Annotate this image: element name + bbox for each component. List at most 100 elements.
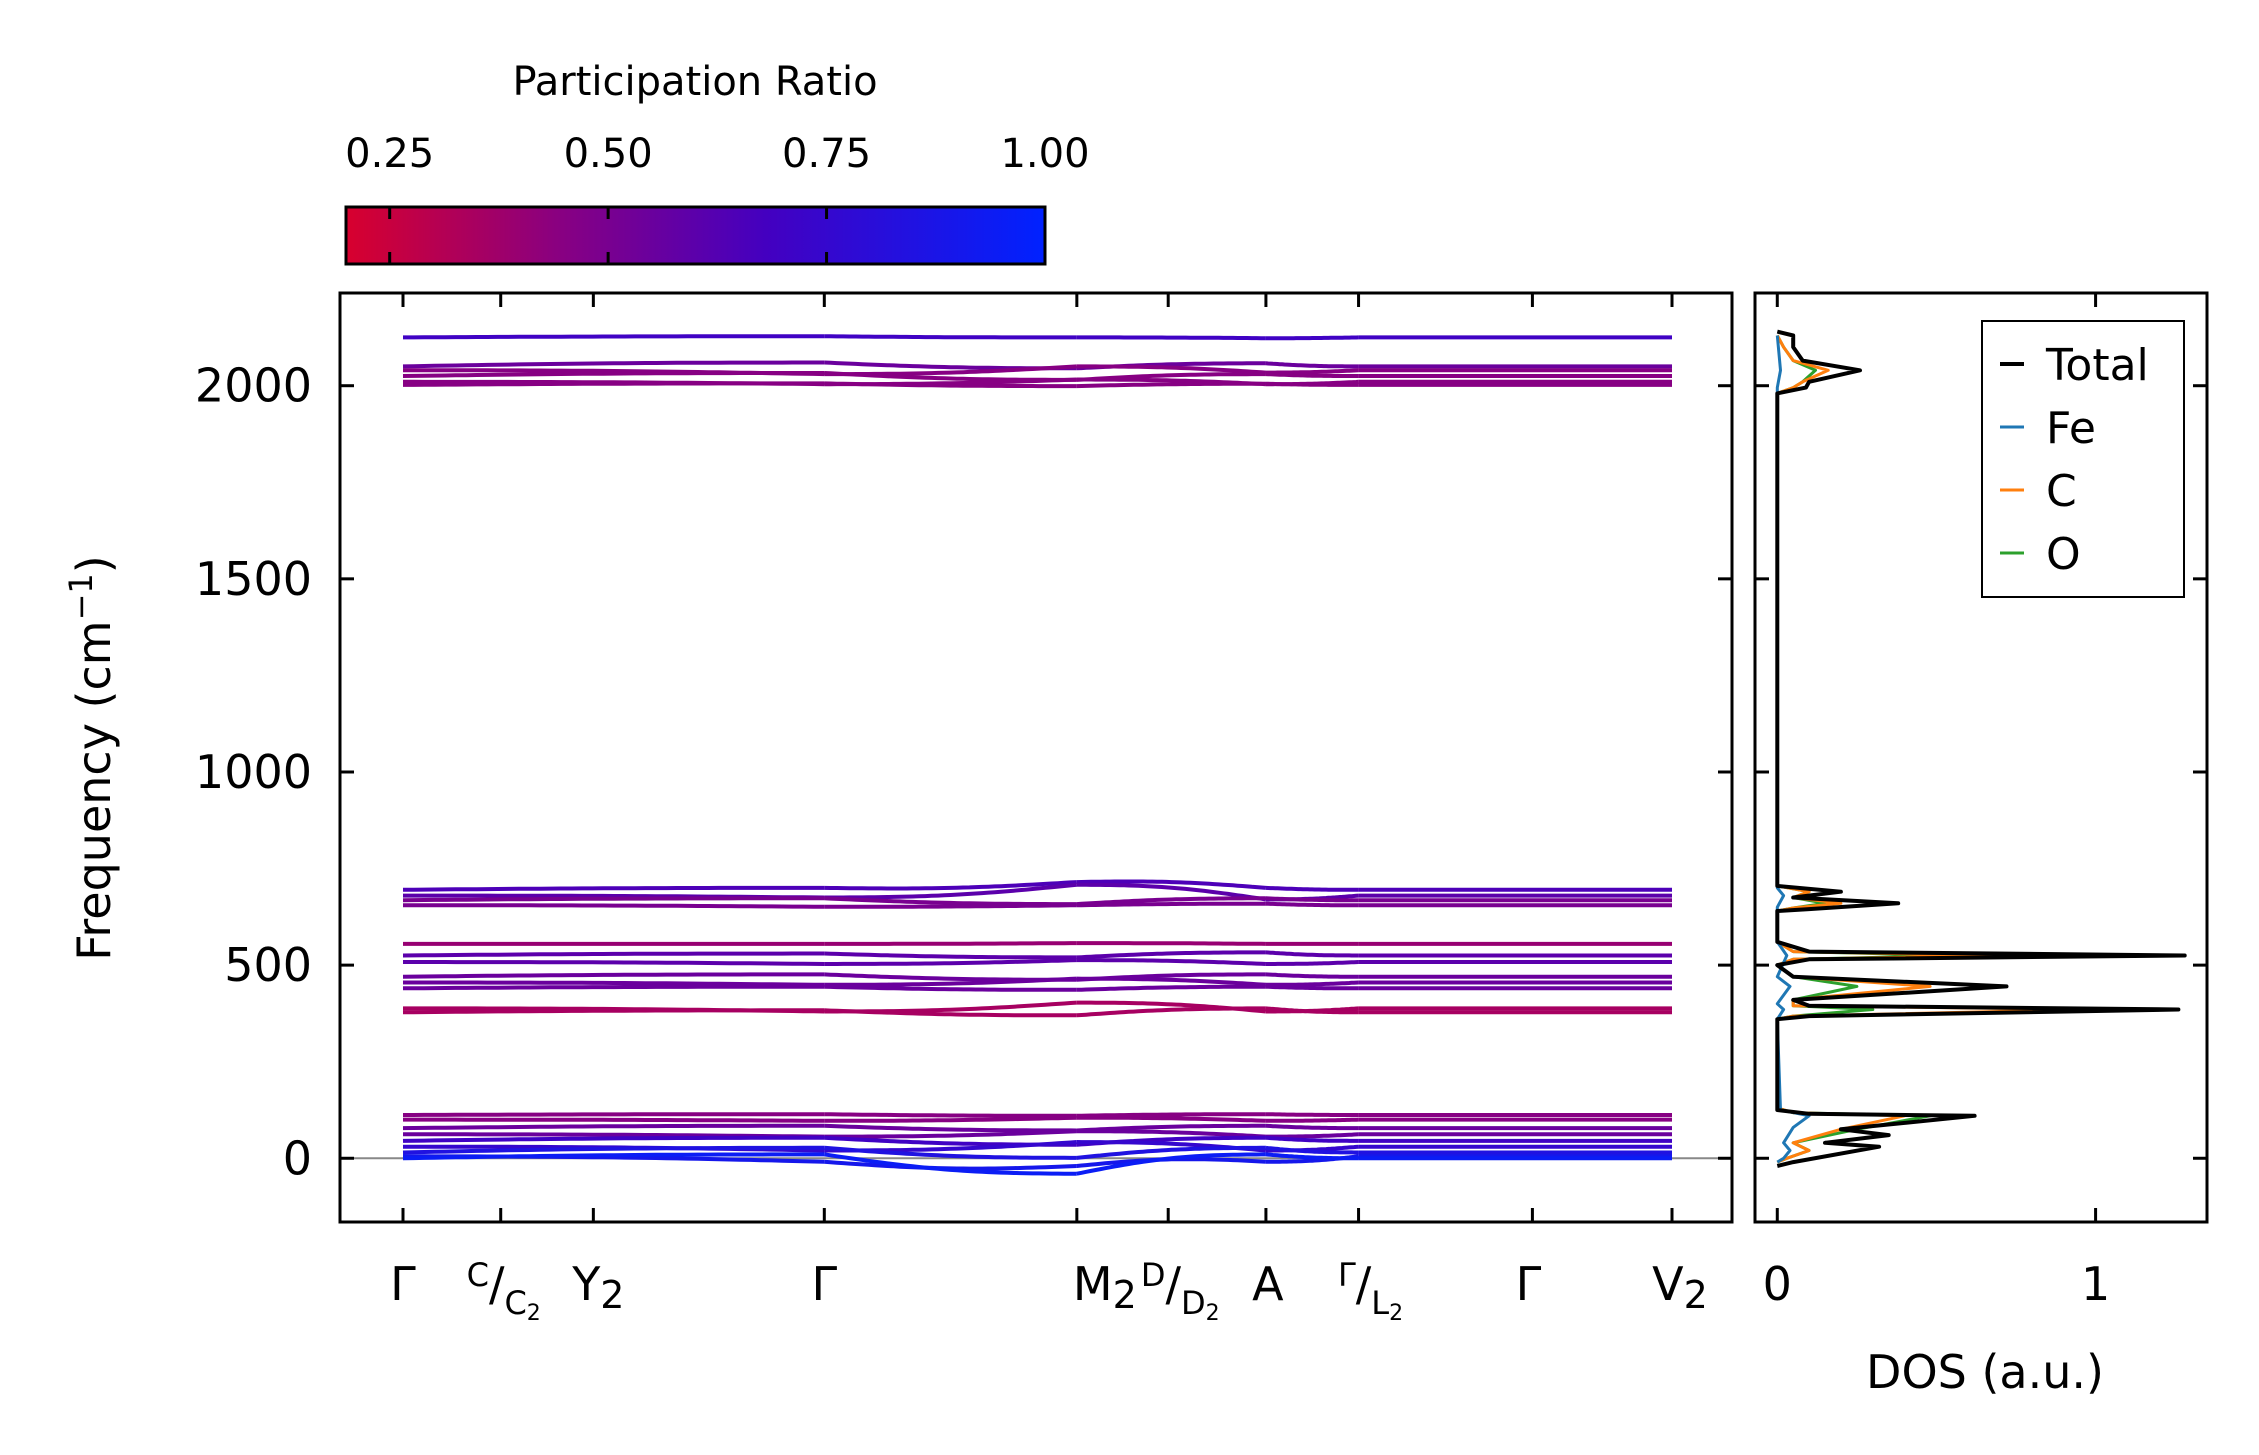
phonon-band xyxy=(402,885,825,892)
legend-label: O xyxy=(2046,529,2081,580)
phonon-band xyxy=(1265,896,1359,903)
phonon-band xyxy=(402,896,825,903)
colorbar-label: Participation Ratio xyxy=(512,59,877,105)
legend-label: C xyxy=(2046,466,2077,517)
dos-line-total xyxy=(1775,329,2187,1168)
phonon-band xyxy=(1076,1115,1266,1123)
q-point-label: Γ xyxy=(811,1257,837,1311)
y-axis-label-sup: −1 xyxy=(62,573,100,620)
colorbar-tick-label: 0.50 xyxy=(564,131,653,177)
q-label-main: Γ xyxy=(390,1257,416,1311)
dos-x-tick-label: 1 xyxy=(2081,1257,2110,1311)
phonon-band xyxy=(1265,950,1359,958)
phonon-band xyxy=(824,903,1077,909)
phonon-band xyxy=(824,958,1077,966)
q-label-main: M xyxy=(1073,1257,1113,1311)
phonon-band xyxy=(824,880,1077,891)
legend-box xyxy=(1981,320,2185,598)
band-plot-frame xyxy=(338,291,1734,1224)
phonon-band xyxy=(824,1123,1077,1133)
phonon-band xyxy=(1076,879,1267,890)
phonon-band xyxy=(1265,368,1359,375)
q-label-sub-sub: 2 xyxy=(527,1301,541,1326)
phonon-band xyxy=(1076,1129,1266,1139)
q-label-sup: Γ xyxy=(1338,1256,1356,1294)
q-label-slash: / xyxy=(1165,1257,1181,1311)
phonon-band xyxy=(1265,972,1359,979)
phonon-band xyxy=(1265,984,1359,991)
phonon-band xyxy=(402,951,825,958)
phonon-band xyxy=(403,334,825,340)
dos-panel: 0 1 DOS (a.u.) Total Fe CO xyxy=(1753,291,2209,1399)
phonon-band xyxy=(1076,335,1266,341)
phonon-band xyxy=(403,1117,825,1123)
q-label-sub-main: D xyxy=(1181,1284,1206,1322)
q-point-label: Γ xyxy=(390,1257,416,1311)
phonon-band xyxy=(402,1008,825,1015)
phonon-band xyxy=(1265,372,1359,378)
phonon-band xyxy=(403,960,825,966)
dos-x-tick-label: 0 xyxy=(1763,1257,1792,1311)
q-label-sup: D xyxy=(1141,1256,1166,1294)
phonon-band xyxy=(1076,1112,1266,1118)
q-point-label: Γ/L2 xyxy=(1338,1256,1403,1326)
q-label-main: Y xyxy=(571,1257,601,1311)
phonon-band xyxy=(1076,950,1266,960)
phonon-band xyxy=(402,984,825,991)
phonon-band xyxy=(1265,1145,1359,1155)
phonon-band xyxy=(824,1129,1077,1139)
phonon-band xyxy=(403,980,825,987)
q-label-main: A xyxy=(1252,1257,1284,1311)
y-axis-label: Frequency (cm−1) xyxy=(62,555,121,960)
phonon-band xyxy=(402,371,825,378)
q-label-main: V xyxy=(1652,1257,1684,1311)
colorbar-tick-label: 1.00 xyxy=(1000,131,1089,177)
q-label-sub-main: C xyxy=(504,1284,526,1322)
phonon-band xyxy=(1265,1152,1359,1161)
q-point-label: V2 xyxy=(1652,1257,1708,1317)
phonon-band xyxy=(824,882,1077,900)
phonon-band xyxy=(402,1135,825,1143)
phonon-band xyxy=(1265,1135,1359,1143)
legend-label: Total xyxy=(2045,340,2149,391)
q-label-main: Γ xyxy=(811,1257,837,1311)
phonon-band xyxy=(402,1123,825,1131)
legend-label: Fe xyxy=(2046,403,2096,454)
colorbar-tick-label: 0.25 xyxy=(345,131,434,177)
dos-plot-frame xyxy=(1753,291,2209,1224)
phonon-band xyxy=(1076,941,1266,946)
phonon-band xyxy=(1265,361,1359,369)
phonon-band xyxy=(1076,901,1266,908)
phonon-band xyxy=(1076,1145,1266,1160)
q-label-sub-sub: 2 xyxy=(1389,1301,1403,1326)
q-label-slash: / xyxy=(1356,1257,1372,1311)
phonon-band xyxy=(824,951,1077,960)
y-tick-label: 1000 xyxy=(195,745,312,799)
phonon-band xyxy=(824,1159,1077,1171)
q-point-label: D/D2 xyxy=(1141,1256,1220,1326)
phonon-band xyxy=(824,941,1077,946)
phonon-band xyxy=(1076,364,1267,375)
phonon-band xyxy=(824,984,1077,992)
phonon-band xyxy=(1265,960,1359,966)
phonon-band xyxy=(1076,1152,1266,1176)
phonon-band xyxy=(1265,901,1359,908)
phonon-band xyxy=(402,972,825,979)
phonon-band xyxy=(1076,1006,1266,1018)
phonon-band xyxy=(1076,381,1266,389)
q-label-main: Γ xyxy=(1516,1257,1542,1311)
phonon-band xyxy=(403,1112,825,1117)
phonon-band xyxy=(824,1115,1077,1123)
phonon-band xyxy=(824,1145,1077,1160)
dos-x-axis-label: DOS (a.u.) xyxy=(1866,1345,2104,1399)
q-label-sup: C xyxy=(467,1256,489,1294)
phonon-band xyxy=(403,381,825,387)
q-point-label: Γ xyxy=(1516,1257,1542,1311)
phonon-band xyxy=(1265,1132,1359,1139)
dos-line-fe xyxy=(1775,335,1811,1164)
colorbar-tick-label: 0.75 xyxy=(782,131,871,177)
phonon-band xyxy=(1265,980,1359,987)
phonon-band xyxy=(824,334,1077,340)
phonon-band xyxy=(824,1152,1077,1176)
q-label-slash: / xyxy=(489,1257,505,1311)
